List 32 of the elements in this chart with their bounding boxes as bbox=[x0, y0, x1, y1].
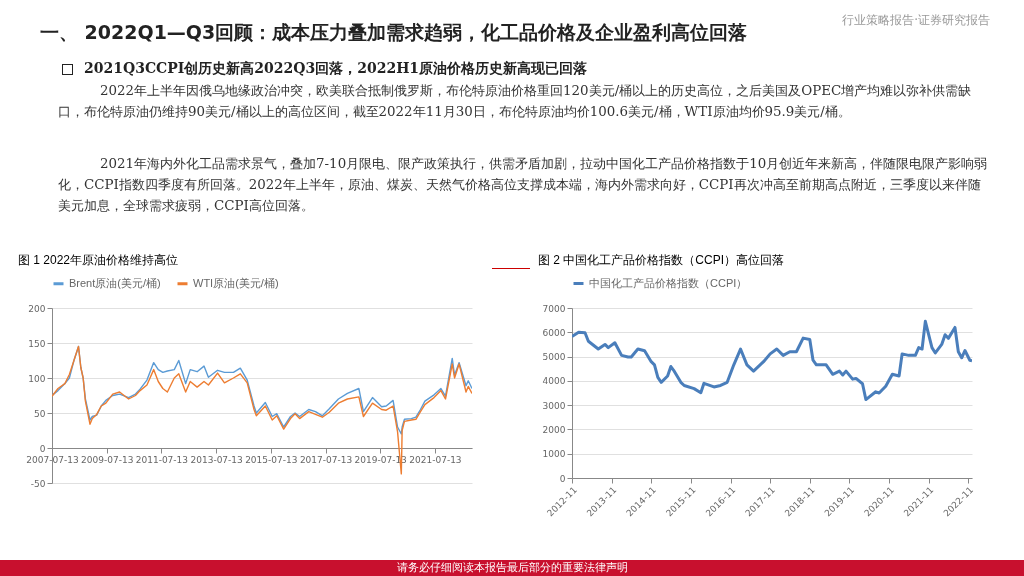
x-tick-label: 2017-07-13 bbox=[299, 454, 353, 465]
x-tick-label: 2011-07-13 bbox=[135, 454, 189, 465]
x-tick-label: 2009-07-13 bbox=[81, 454, 134, 465]
y-tick-label: 1000 bbox=[542, 449, 566, 460]
text: 请务必仔细阅读本报告最后部分的重要法律声明 bbox=[0, 560, 1024, 576]
legend-label: Brent原油(美元/桶) bbox=[69, 276, 161, 289]
text: 2021Q3CCPI创历史新高2022Q3回落，2022H1原油价格历史新高现已回落 bbox=[84, 60, 588, 78]
y-tick-label: 5000 bbox=[542, 352, 566, 363]
legend-label: 中国化工产品价格指数（CCPI） bbox=[589, 276, 748, 289]
x-tick-label: 2021-07-13 bbox=[409, 454, 462, 465]
legend-label: WTI原油(美元/桶) bbox=[193, 276, 279, 289]
y-tick-label: 50 bbox=[34, 408, 46, 419]
y-tick-label: 0 bbox=[39, 443, 46, 454]
y-tick-label: 4000 bbox=[542, 376, 566, 387]
text: 行业策略报告·证券研究报告 bbox=[842, 12, 990, 29]
x-tick-label: 2015-07-13 bbox=[245, 454, 298, 465]
chart-title: 图 1 2022年原油价格维持高位 bbox=[18, 253, 179, 267]
y-tick-label: 100 bbox=[28, 373, 46, 384]
y-tick-label: 0 bbox=[559, 473, 566, 484]
y-tick-label: 200 bbox=[28, 303, 46, 314]
y-tick-label: 150 bbox=[28, 338, 46, 349]
text: 2022年上半年因俄乌地缘政治冲突，欧美联合抵制俄罗斯，布伦特原油价格重回120美元/桶以上的历史高位，之后美国及OPEC增产均难以弥补供需缺口，布伦特原油仍维持90美元/桶以上的高位区间，截至2022年11月30日，布伦特原油均价100.6美元/桶，WTI原油均价95.9美元/桶。 bbox=[58, 82, 973, 121]
y-tick-label: 2000 bbox=[542, 424, 566, 435]
chart-title: 图 2 中国化工产品价格指数（CCPI）高位回落 bbox=[538, 253, 785, 267]
x-tick-label: 2013-07-13 bbox=[190, 454, 243, 465]
y-tick-label: 7000 bbox=[542, 303, 566, 314]
y-tick-label: 3000 bbox=[542, 400, 566, 411]
text: 一、 2022Q1—Q3回顾：成本压力叠加需求趋弱，化工品价格及企业盈利高位回落 bbox=[40, 20, 748, 45]
y-tick-label: 6000 bbox=[542, 327, 566, 338]
text: 2021年海内外化工品需求景气，叠加7-10月限电、限产政策执行，供需矛盾加剧，拉动中国化工产品价格指数于10月创近年来新高，伴随限电限产影响弱化，CCPI指数四季度有所回落。2022年上半年，原油、煤炭、天然气价格高位支撑成本端，海内外需求向好，CCPI再次冲高至前期高点附近，三季度以来伴随美元加息，全球需求疲弱，CCPI高位回落。 bbox=[58, 155, 988, 215]
line-series bbox=[572, 319, 972, 402]
y-tick-label: -50 bbox=[30, 478, 46, 489]
